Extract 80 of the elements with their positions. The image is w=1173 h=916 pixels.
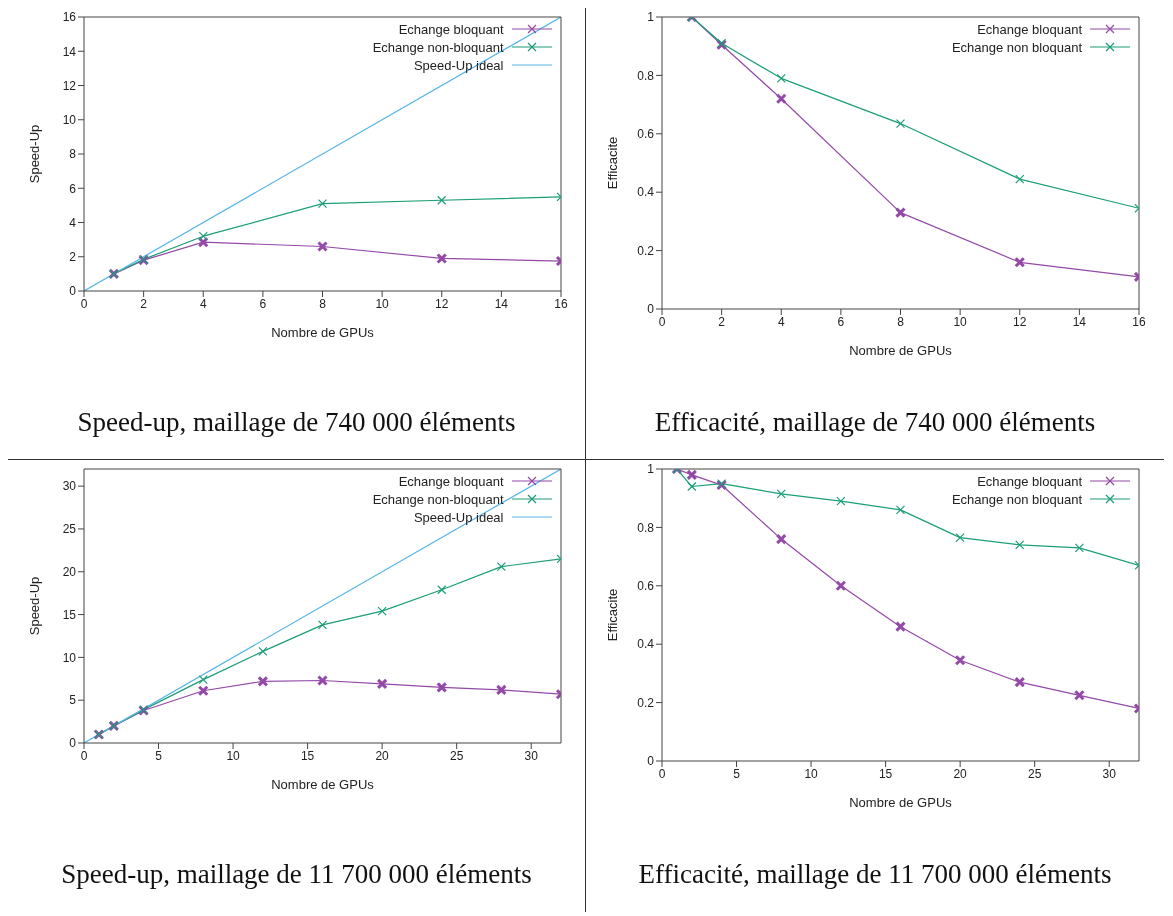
x-axis-title: Nombre de GPUs bbox=[849, 343, 953, 358]
y-tick-label: 0.4 bbox=[637, 637, 655, 652]
x-tick-label: 8 bbox=[897, 314, 905, 329]
x-tick-label: 14 bbox=[494, 296, 508, 311]
text: Speed-up, maillage de 740 000 éléments bbox=[77, 407, 516, 438]
text: Speed-up, maillage de 11 700 000 éléments bbox=[61, 859, 532, 890]
y-tick-label: 0 bbox=[68, 736, 76, 751]
x-tick-label: 10 bbox=[225, 748, 240, 763]
y-axis-title: Efficacite bbox=[604, 588, 620, 642]
legend-label: Echange bloquant bbox=[398, 21, 504, 37]
x-tick-label: 0 bbox=[658, 766, 666, 781]
y-tick-label: 0 bbox=[68, 284, 76, 299]
x-tick-label: 8 bbox=[318, 296, 326, 311]
y-tick-label: 10 bbox=[62, 113, 76, 128]
x-tick-label: 16 bbox=[1132, 314, 1146, 329]
x-tick-label: 6 bbox=[837, 314, 845, 329]
y-tick-label: 1 bbox=[647, 462, 655, 477]
y-tick-label: 2 bbox=[68, 250, 76, 265]
x-tick-label: 14 bbox=[1072, 314, 1087, 329]
x-axis-title: Nombre de GPUs bbox=[849, 795, 953, 810]
y-tick-label: 6 bbox=[68, 181, 76, 196]
x-tick-label: 6 bbox=[259, 296, 267, 311]
y-tick-label: 10 bbox=[62, 650, 76, 665]
legend-label: Echange bloquant bbox=[977, 473, 1082, 489]
x-tick-label: 10 bbox=[804, 766, 819, 781]
x-tick-label: 5 bbox=[154, 748, 162, 763]
y-tick-label: 20 bbox=[62, 565, 76, 580]
x-tick-label: 0 bbox=[80, 748, 88, 763]
x-tick-label: 16 bbox=[553, 296, 568, 311]
y-tick-label: 14 bbox=[62, 44, 76, 59]
legend-label: Echange non bloquant bbox=[951, 39, 1082, 55]
y-tick-label: 25 bbox=[62, 522, 76, 537]
legend-label: Echange bloquant bbox=[398, 473, 504, 489]
text: Efficacité, maillage de 740 000 éléments bbox=[654, 407, 1096, 438]
y-axis-title: Speed-Up bbox=[26, 576, 42, 636]
x-tick-label: 5 bbox=[733, 766, 741, 781]
x-tick-label: 2 bbox=[139, 296, 147, 311]
x-tick-label: 4 bbox=[777, 314, 785, 329]
legend-label: Echange bloquant bbox=[977, 21, 1082, 37]
y-axis-title: Efficacite bbox=[604, 136, 620, 190]
y-tick-label: 30 bbox=[62, 479, 76, 494]
x-tick-label: 0 bbox=[80, 296, 88, 311]
x-tick-label: 30 bbox=[1102, 766, 1117, 781]
x-tick-label: 4 bbox=[199, 296, 207, 311]
y-tick-label: 0.8 bbox=[637, 520, 655, 535]
y-axis-title: Speed-Up bbox=[26, 124, 42, 184]
x-tick-label: 12 bbox=[434, 296, 449, 311]
y-tick-label: 4 bbox=[68, 215, 76, 230]
x-tick-label: 20 bbox=[953, 766, 968, 781]
x-tick-label: 10 bbox=[953, 314, 968, 329]
y-tick-label: 0.6 bbox=[637, 579, 655, 594]
x-tick-label: 30 bbox=[524, 748, 538, 763]
y-tick-label: 16 bbox=[62, 10, 76, 25]
y-tick-label: 0.2 bbox=[637, 243, 655, 258]
x-tick-label: 10 bbox=[374, 296, 389, 311]
x-tick-label: 12 bbox=[1013, 314, 1027, 329]
text: Efficacité, maillage de 11 700 000 éléments bbox=[638, 859, 1112, 890]
x-tick-label: 2 bbox=[718, 314, 726, 329]
x-axis-title: Nombre de GPUs bbox=[270, 777, 374, 792]
y-tick-label: 0.6 bbox=[637, 127, 655, 142]
y-tick-label: 8 bbox=[68, 147, 76, 162]
y-tick-label: 5 bbox=[68, 693, 76, 708]
x-tick-label: 15 bbox=[300, 748, 315, 763]
x-tick-label: 20 bbox=[374, 748, 389, 763]
legend-label: Echange non-bloquant bbox=[372, 39, 504, 55]
y-tick-label: 1 bbox=[647, 10, 655, 25]
y-tick-label: 0.4 bbox=[637, 185, 655, 200]
legend-label: Speed-Up ideal bbox=[413, 57, 504, 73]
x-tick-label: 15 bbox=[878, 766, 893, 781]
x-axis-title: Nombre de GPUs bbox=[270, 325, 374, 340]
x-tick-label: 25 bbox=[1027, 766, 1042, 781]
legend-label: Echange non bloquant bbox=[951, 491, 1082, 507]
x-tick-label: 25 bbox=[449, 748, 464, 763]
y-tick-label: 12 bbox=[62, 78, 76, 93]
x-tick-label: 0 bbox=[658, 314, 666, 329]
legend-label: Speed-Up ideal bbox=[413, 509, 504, 525]
y-tick-label: 15 bbox=[62, 607, 76, 622]
y-tick-label: 0.2 bbox=[637, 695, 655, 710]
y-tick-label: 0.8 bbox=[637, 68, 655, 83]
legend-label: Echange non-bloquant bbox=[372, 491, 504, 507]
